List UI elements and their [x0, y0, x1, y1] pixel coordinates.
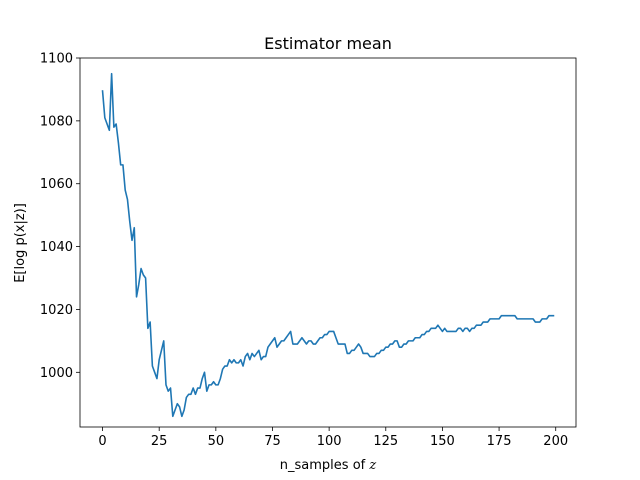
- x-axis-label-text: n_samples of: [280, 458, 370, 473]
- x-axis-label-variable: z: [368, 458, 376, 473]
- x-tick-label: 200: [543, 434, 568, 449]
- x-tick-label: 175: [487, 434, 512, 449]
- y-tick-label: 1020: [40, 303, 73, 318]
- x-tick-label: 0: [98, 434, 106, 449]
- x-axis-ticks: 0 25 50 75 100 125 150 175 200: [98, 427, 568, 449]
- x-tick-label: 100: [317, 434, 342, 449]
- y-axis-label: E[log p(x|z)]: [13, 203, 28, 283]
- plot-area: [80, 58, 576, 427]
- y-axis-ticks: 1000 1020 1040 1060 1080 1100: [40, 52, 80, 381]
- x-tick-label: 25: [151, 434, 168, 449]
- series-line-0: [101, 72, 555, 418]
- x-axis-label: n_samples of z: [280, 458, 377, 473]
- x-tick-label: 75: [264, 434, 281, 449]
- chart-title: Estimator mean: [264, 34, 392, 53]
- y-tick-label: 1040: [40, 240, 73, 255]
- x-tick-label: 125: [373, 434, 398, 449]
- axes-spines: [79, 57, 577, 428]
- y-tick-label: 1100: [40, 52, 73, 67]
- y-tick-label: 1000: [40, 366, 73, 381]
- series-layer: [101, 72, 555, 418]
- x-tick-label: 50: [208, 434, 225, 449]
- y-tick-label: 1060: [40, 177, 73, 192]
- x-tick-label: 150: [430, 434, 455, 449]
- y-tick-label: 1080: [40, 114, 73, 129]
- axes-frame: [79, 57, 577, 428]
